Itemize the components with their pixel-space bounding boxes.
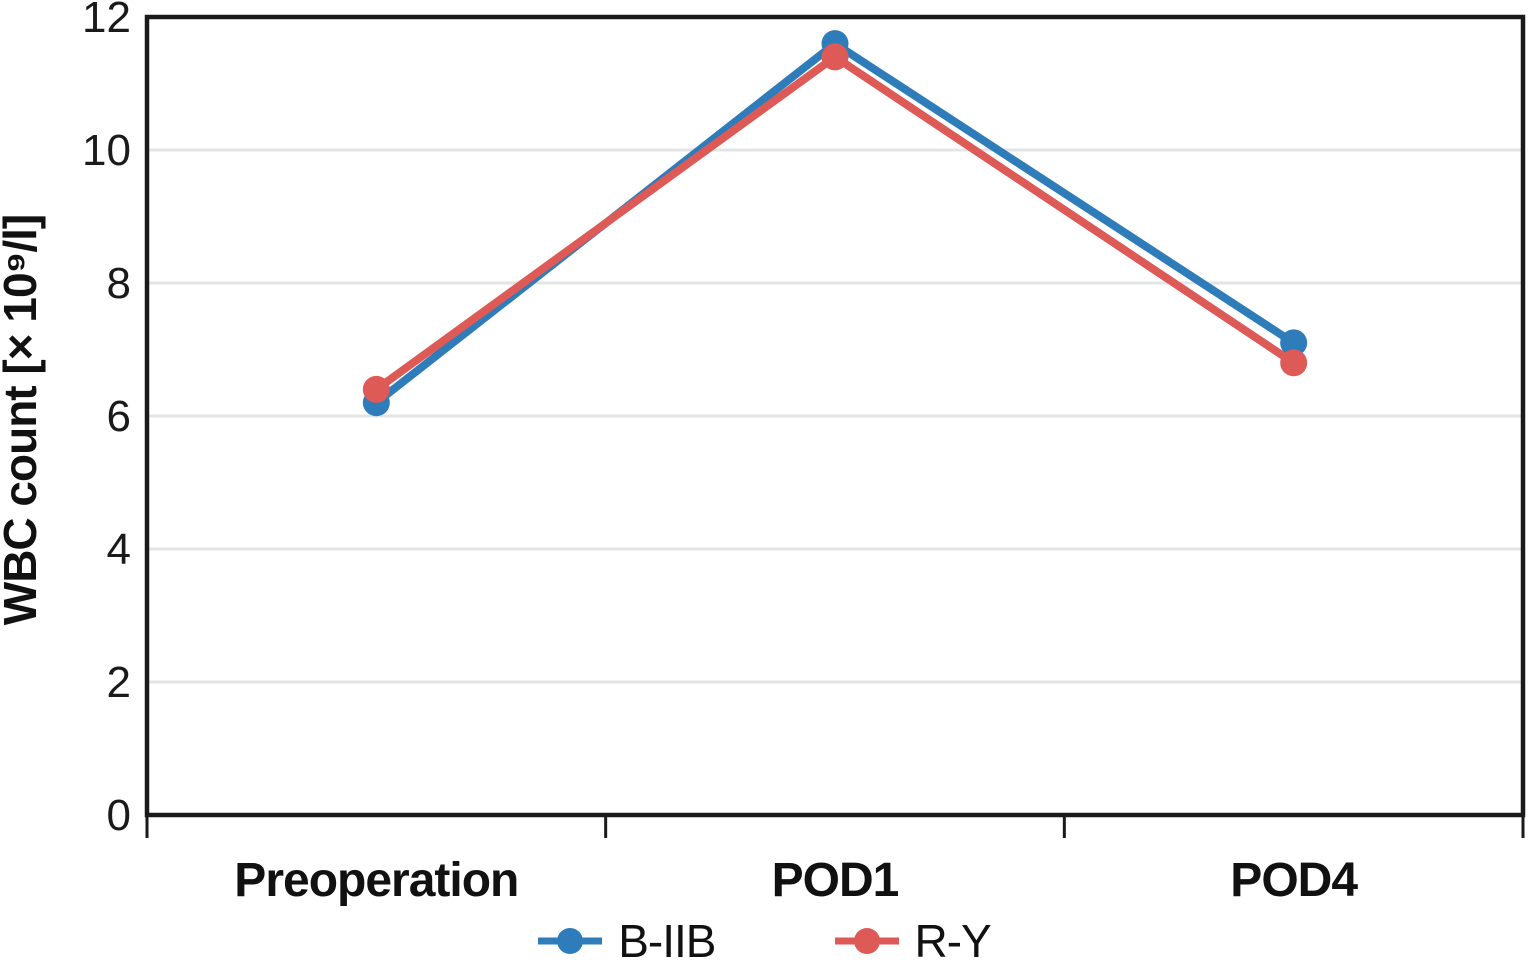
legend-marker-circle <box>853 928 880 954</box>
x-category-label-pod1: POD1 <box>772 854 899 907</box>
legend-item-label: R-Y <box>914 915 992 965</box>
plot-border <box>144 14 1526 818</box>
data-point-r-y-pod4 <box>1280 349 1308 377</box>
legend-item-b-iib: B-IIB <box>537 915 717 965</box>
data-point-r-y-pod1 <box>821 43 849 71</box>
legend-marker-icon <box>538 928 603 954</box>
legend-marker-circle <box>557 928 584 954</box>
x-category-label-pod4: POD4 <box>1230 854 1358 907</box>
data-point-b-iib-pod4 <box>1280 329 1308 357</box>
legend-item-r-y: R-Y <box>834 915 992 965</box>
series-line-b-iib <box>372 39 1298 407</box>
legend-item-label: B-IIB <box>618 915 716 965</box>
y-tick-label-12: 12 <box>82 0 131 42</box>
data-point-r-y-preoperation <box>362 375 390 403</box>
y-tick-label-4: 4 <box>107 525 131 574</box>
y-tick-label-8: 8 <box>107 259 131 308</box>
y-tick-label-10: 10 <box>82 126 131 175</box>
y-tick-label-0: 0 <box>107 791 131 840</box>
y-tick-label-2: 2 <box>107 658 131 707</box>
series-line-r-y <box>372 52 1298 394</box>
y-tick-label-6: 6 <box>107 392 131 441</box>
legend-marker-icon <box>834 928 899 954</box>
legend: B-IIB R-Y <box>0 918 1528 964</box>
y-axis-title: WBC count [× 10⁹/l] <box>0 215 46 625</box>
x-category-label-preoperation: Preoperation <box>234 854 518 907</box>
